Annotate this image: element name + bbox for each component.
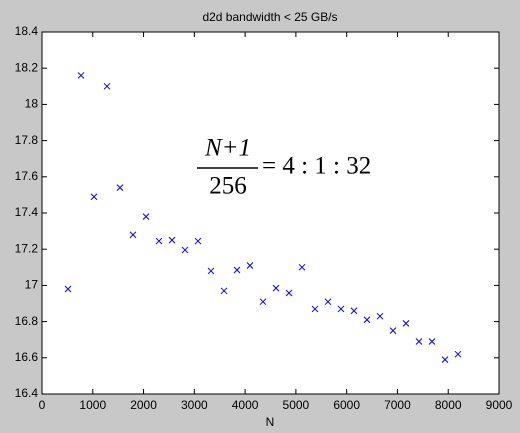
- marker: [259, 298, 267, 306]
- marker: [428, 338, 436, 345]
- x-tick-label: 7000: [384, 398, 411, 412]
- marker: [337, 305, 345, 313]
- marker: [194, 237, 202, 245]
- formula-denominator: 256: [209, 173, 247, 200]
- marker: [77, 72, 85, 79]
- marker: [142, 213, 150, 220]
- marker: [454, 350, 462, 358]
- marker: [246, 262, 254, 269]
- x-axis-label: N: [266, 415, 275, 429]
- y-tick-label: 16.8: [15, 314, 39, 328]
- marker: [103, 82, 111, 90]
- marker: [324, 298, 332, 306]
- x-tick-label: 9000: [486, 398, 513, 412]
- marker: [363, 316, 371, 324]
- marker: [311, 305, 319, 313]
- plot-area: [41, 31, 500, 395]
- chart-title: d2d bandwidth < 25 GB/s: [202, 10, 337, 24]
- y-tick-label: 17.6: [15, 169, 39, 183]
- marker: [298, 263, 306, 271]
- formula-rhs: = 4 : 1 : 32: [262, 153, 371, 180]
- marker: [207, 267, 215, 275]
- x-tick-label: 8000: [435, 398, 462, 412]
- marker: [389, 327, 397, 335]
- x-tick-label: 0: [39, 398, 46, 412]
- marker: [415, 338, 423, 345]
- marker: [350, 307, 358, 315]
- marker: [64, 285, 72, 293]
- x-tick-label: 4000: [232, 398, 259, 412]
- marker: [402, 320, 410, 327]
- x-tick-label: 2000: [130, 398, 157, 412]
- marker: [155, 237, 163, 245]
- y-tick-label: 16.4: [15, 386, 39, 400]
- marker: [233, 266, 241, 274]
- y-tick-label: 17: [25, 278, 39, 292]
- y-tick-label: 17.4: [15, 205, 39, 219]
- y-tick-label: 18.2: [15, 60, 39, 74]
- marker: [129, 231, 137, 239]
- marker: [441, 356, 449, 363]
- marker: [168, 236, 176, 244]
- y-tick-label: 18.4: [15, 24, 39, 38]
- formula-numerator: N+1: [204, 135, 251, 162]
- marker: [272, 284, 280, 292]
- marker: [376, 312, 384, 320]
- marker: [90, 193, 98, 201]
- x-tick-label: 5000: [283, 398, 310, 412]
- y-tick-label: 17.2: [15, 241, 39, 255]
- y-tick-label: 18: [25, 97, 39, 111]
- marker: [181, 246, 189, 254]
- x-tick-label: 6000: [333, 398, 360, 412]
- marker: [285, 289, 293, 297]
- y-tick-label: 17.8: [15, 133, 39, 147]
- x-tick-label: 1000: [79, 398, 106, 412]
- marker: [220, 287, 228, 295]
- y-tick-label: 16.6: [15, 350, 39, 364]
- x-tick-label: 3000: [181, 398, 208, 412]
- marker: [116, 184, 124, 192]
